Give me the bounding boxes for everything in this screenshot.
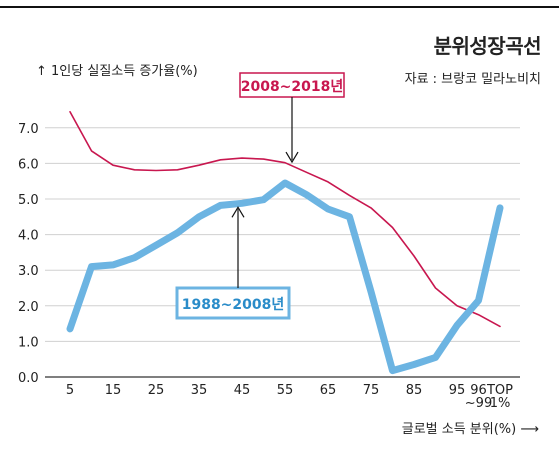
y-tick-label: 0.0 [18,371,39,386]
x-tick-label: ~99 [465,396,492,411]
x-tick-label: 96 [470,383,487,398]
y-tick-label: 7.0 [18,122,39,137]
x-tick-label: 25 [148,383,165,398]
annotation-label-recent: 2008~2018년 [241,79,344,95]
y-tick-label: 4.0 [18,229,39,244]
source-note: 자료 : 브랑코 밀라노비치 [404,72,541,87]
x-tick-label: 5 [66,383,74,398]
y-tick-label: 5.0 [18,193,39,208]
series-line-earlier [66,179,504,375]
series-line-recent [69,111,501,328]
x-axis-label-text: 글로벌 소득 분위(%) [401,422,517,437]
y-tick-label: 6.0 [18,157,39,172]
x-tick-label: TOP [486,383,513,398]
x-tick-label: 75 [363,383,380,398]
annotation-arrowhead-earlier [231,206,245,218]
x-tick-label: 1% [490,396,511,411]
y-axis-label: ↑ 1인당 실질소득 증가율(%) [36,64,198,79]
annotation-label-earlier: 1988~2008년 [182,297,285,313]
y-tick-label: 3.0 [18,264,39,279]
annotation-arrowhead-recent [285,151,299,164]
x-tick-label: 15 [105,383,122,398]
x-tick-label: 95 [449,383,466,398]
page-title: 분위성장곡선 [433,34,542,58]
x-axis-label: 글로벌 소득 분위(%) ⟶ [401,422,539,437]
x-tick-label: 45 [234,383,251,398]
annotation-box-recent [239,72,345,98]
y-axis-label-text: 1인당 실질소득 증가율(%) [51,64,198,79]
x-tick-label: 85 [406,383,423,398]
title-rule [0,6,559,8]
x-tick-label: 65 [320,383,337,398]
x-tick-label: 35 [191,383,208,398]
annotation-box-earlier [175,286,291,320]
y-tick-label: 2.0 [18,300,39,315]
x-tick-label: 55 [277,383,294,398]
y-tick-label: 1.0 [18,335,39,350]
